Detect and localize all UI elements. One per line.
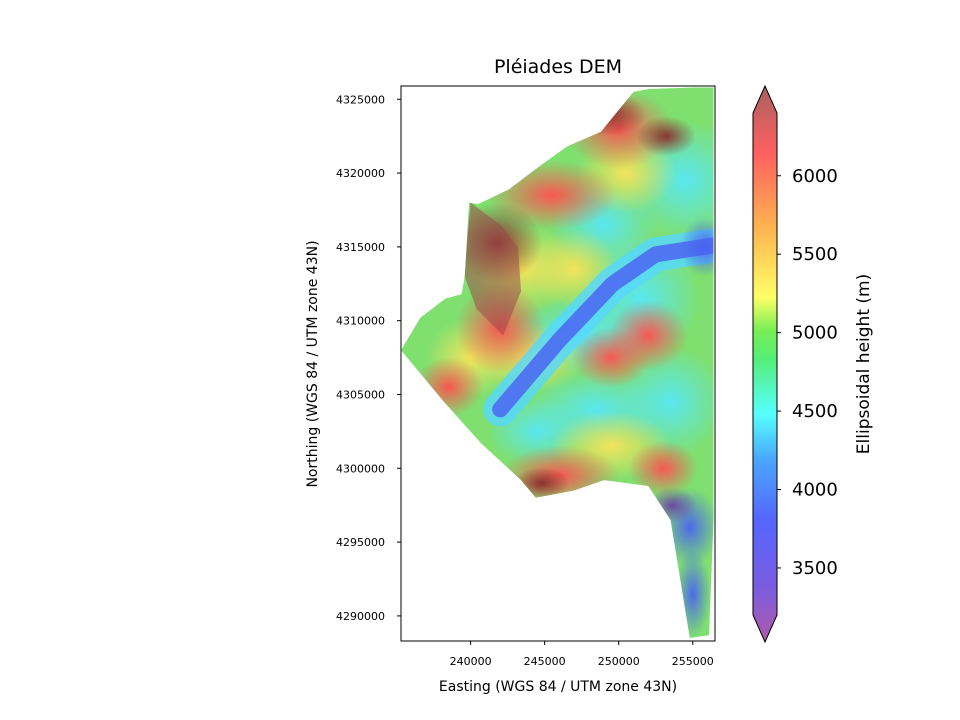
y-tick-label: 4290000 (336, 610, 385, 623)
dem-red-ridge (628, 440, 699, 497)
dem-red-ridge (608, 300, 689, 371)
y-tick-label: 4300000 (336, 462, 385, 475)
y-tick-label: 4305000 (336, 388, 385, 401)
dem-blue-lowland (679, 216, 714, 277)
colorbar-tick-label: 4500 (792, 401, 838, 422)
y-tick-label: 4320000 (336, 167, 385, 180)
dem-blue-lowland (674, 548, 711, 638)
dem-valley-glacier (492, 237, 714, 418)
dem-summit (513, 467, 570, 500)
y-tick-label: 4310000 (336, 315, 385, 328)
colorbar-tick-label: 3500 (792, 558, 838, 579)
y-axis-ticks: 4290000 4295000 4300000 4305000 4310000 43150… (336, 93, 401, 623)
colorbar-ticks: 3500 4000 4500 5000 5500 6000 (777, 166, 838, 579)
dem-purple-lowland (647, 487, 698, 524)
y-tick-label: 4295000 (336, 536, 385, 549)
dem-red-ridge (413, 357, 484, 418)
colorbar-label: Ellipsoidal height (m) (854, 274, 874, 454)
colorbar-tick-label: 5000 (792, 323, 838, 344)
x-tick-label: 250000 (598, 655, 640, 668)
x-tick-label: 255000 (672, 655, 714, 668)
colorbar: 3500 4000 4500 5000 5500 6000 Ellipsoidal hei… (752, 84, 874, 644)
y-tick-label: 4325000 (336, 93, 385, 106)
dem-high-massif (464, 202, 521, 336)
colorbar-tick-label: 6000 (792, 166, 838, 187)
colorbar-scale (752, 84, 778, 644)
x-axis-label: Easting (WGS 84 / UTM zone 43N) (439, 679, 677, 695)
y-axis-label: Northing (WGS 84 / UTM zone 43N) (305, 240, 321, 487)
dem-summit (636, 116, 697, 157)
colorbar-tick-label: 4000 (792, 480, 838, 501)
colorbar-tick-label: 5500 (792, 244, 838, 265)
x-tick-label: 245000 (524, 655, 566, 668)
y-tick-label: 4315000 (336, 241, 385, 254)
dem-summit (566, 92, 647, 137)
x-tick-label: 240000 (450, 655, 492, 668)
plot-frame (400, 85, 716, 642)
dem-raster (401, 87, 714, 638)
chart-title: Pléiades DEM (494, 56, 622, 78)
x-axis-ticks: 240000 245000 250000 255000 (450, 641, 714, 668)
